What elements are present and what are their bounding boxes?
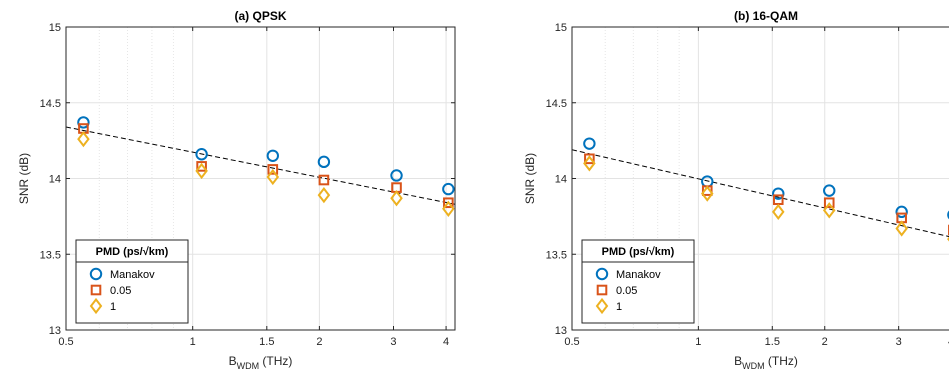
data-point-square: [584, 153, 595, 165]
data-point-square: [443, 197, 454, 209]
data-point-circle: [195, 148, 208, 161]
x-axis-label-unit: (THz): [765, 354, 798, 368]
x-tick-label: 2: [822, 336, 828, 348]
x-tick-label: 3: [390, 336, 396, 348]
data-point-circle: [823, 184, 836, 197]
data-point-diamond: [195, 162, 208, 180]
series-1: [583, 137, 949, 220]
fit-line: [66, 126, 455, 205]
legend: PMD (ps/√km) Manakov 0.05 1: [75, 239, 189, 324]
data-point-diamond: [895, 220, 908, 237]
data-point-square: [267, 164, 279, 175]
data-point-diamond: [442, 200, 455, 217]
legend-title: PMD (ps/√km): [96, 246, 169, 258]
legend-entry-label: Manakov: [616, 269, 661, 281]
y-axis-label: SNR (dB): [523, 153, 537, 204]
y-tick-label: 13.5: [40, 249, 61, 261]
x-axis-label-unit: (THz): [259, 354, 292, 368]
data-point-diamond: [583, 155, 596, 172]
x-tick-label: 1.5: [259, 336, 274, 348]
legend: PMD (ps/√km) Manakov 0.05 1: [581, 239, 695, 324]
y-tick-label: 13: [555, 325, 567, 337]
data-point-circle: [772, 187, 785, 200]
series-1: [77, 116, 455, 196]
y-tick-label: 13: [49, 325, 61, 337]
data-point-diamond: [701, 185, 714, 202]
x-axis-label-main: B: [229, 354, 237, 368]
legend-entry-label: Manakov: [110, 269, 155, 281]
y-tick-label: 14.5: [546, 98, 567, 110]
chart-panel-1: 0.5 1 1.5 2 3 4 13 13.5 14 14.5 15 (a) QPSK SNR (dB)…: [17, 9, 456, 371]
data-point-square: [196, 161, 207, 172]
x-tick-label: 1: [695, 336, 701, 348]
y-tick-label: 14: [49, 174, 61, 186]
legend-marker-circle: [595, 267, 609, 281]
data-point-diamond: [822, 202, 836, 219]
data-point-square: [318, 174, 330, 186]
data-point-circle: [317, 155, 331, 169]
data-point-circle: [390, 169, 403, 182]
x-tick-label: 2: [316, 336, 322, 348]
data-point-circle: [442, 182, 455, 196]
legend-title: PMD (ps/√km): [602, 246, 675, 258]
legend-marker-circle: [89, 267, 103, 281]
legend-entry-label: 0.05: [110, 285, 131, 297]
y-tick-label: 15: [555, 22, 567, 34]
x-tick-label: 1.5: [765, 336, 780, 348]
x-tick-label: 0.5: [58, 336, 73, 348]
fit-line: [572, 149, 949, 238]
y-axis-label: SNR (dB): [17, 153, 31, 204]
data-point-diamond: [390, 190, 403, 207]
x-axis-label-subscript: WDM: [742, 361, 765, 371]
x-tick-label: 1: [190, 336, 196, 348]
data-point-diamond: [77, 130, 90, 148]
series-2: [584, 153, 949, 236]
legend-marker-square: [90, 284, 102, 296]
series-3: [77, 130, 455, 217]
x-tick-label: 4: [443, 336, 449, 348]
legend-marker-diamond: [595, 297, 609, 315]
data-point-square: [823, 197, 835, 209]
series-3: [583, 155, 949, 242]
x-axis-label-subscript: WDM: [237, 361, 260, 371]
x-axis-label: BWDM (THz): [734, 354, 798, 371]
legend-entry-label: 0.05: [616, 285, 637, 297]
data-point-circle: [895, 205, 908, 219]
y-tick-label: 13.5: [546, 249, 567, 261]
data-point-diamond: [317, 187, 331, 204]
legend-marker-square: [596, 284, 608, 296]
y-tick-label: 14.5: [40, 98, 61, 110]
legend-entry-label: 1: [616, 301, 622, 313]
legend-entry-label: 1: [110, 301, 116, 313]
data-point-circle: [266, 149, 279, 162]
chart-title: (a) QPSK: [234, 9, 286, 23]
x-axis-label-main: B: [734, 354, 742, 368]
data-point-diamond: [772, 203, 785, 220]
x-tick-label: 3: [896, 336, 902, 348]
data-point-diamond: [266, 168, 280, 186]
chart-title: (b) 16-QAM: [734, 9, 798, 23]
data-point-circle: [583, 137, 596, 150]
y-tick-label: 14: [555, 174, 567, 186]
x-tick-label: 0.5: [564, 336, 579, 348]
axes-box: [571, 26, 949, 331]
axes-box: [65, 26, 456, 331]
x-axis-label: BWDM (THz): [229, 354, 293, 371]
y-tick-label: 15: [49, 22, 61, 34]
legend-marker-diamond: [89, 297, 103, 315]
data-point-circle: [77, 116, 90, 129]
data-point-circle: [947, 210, 949, 220]
